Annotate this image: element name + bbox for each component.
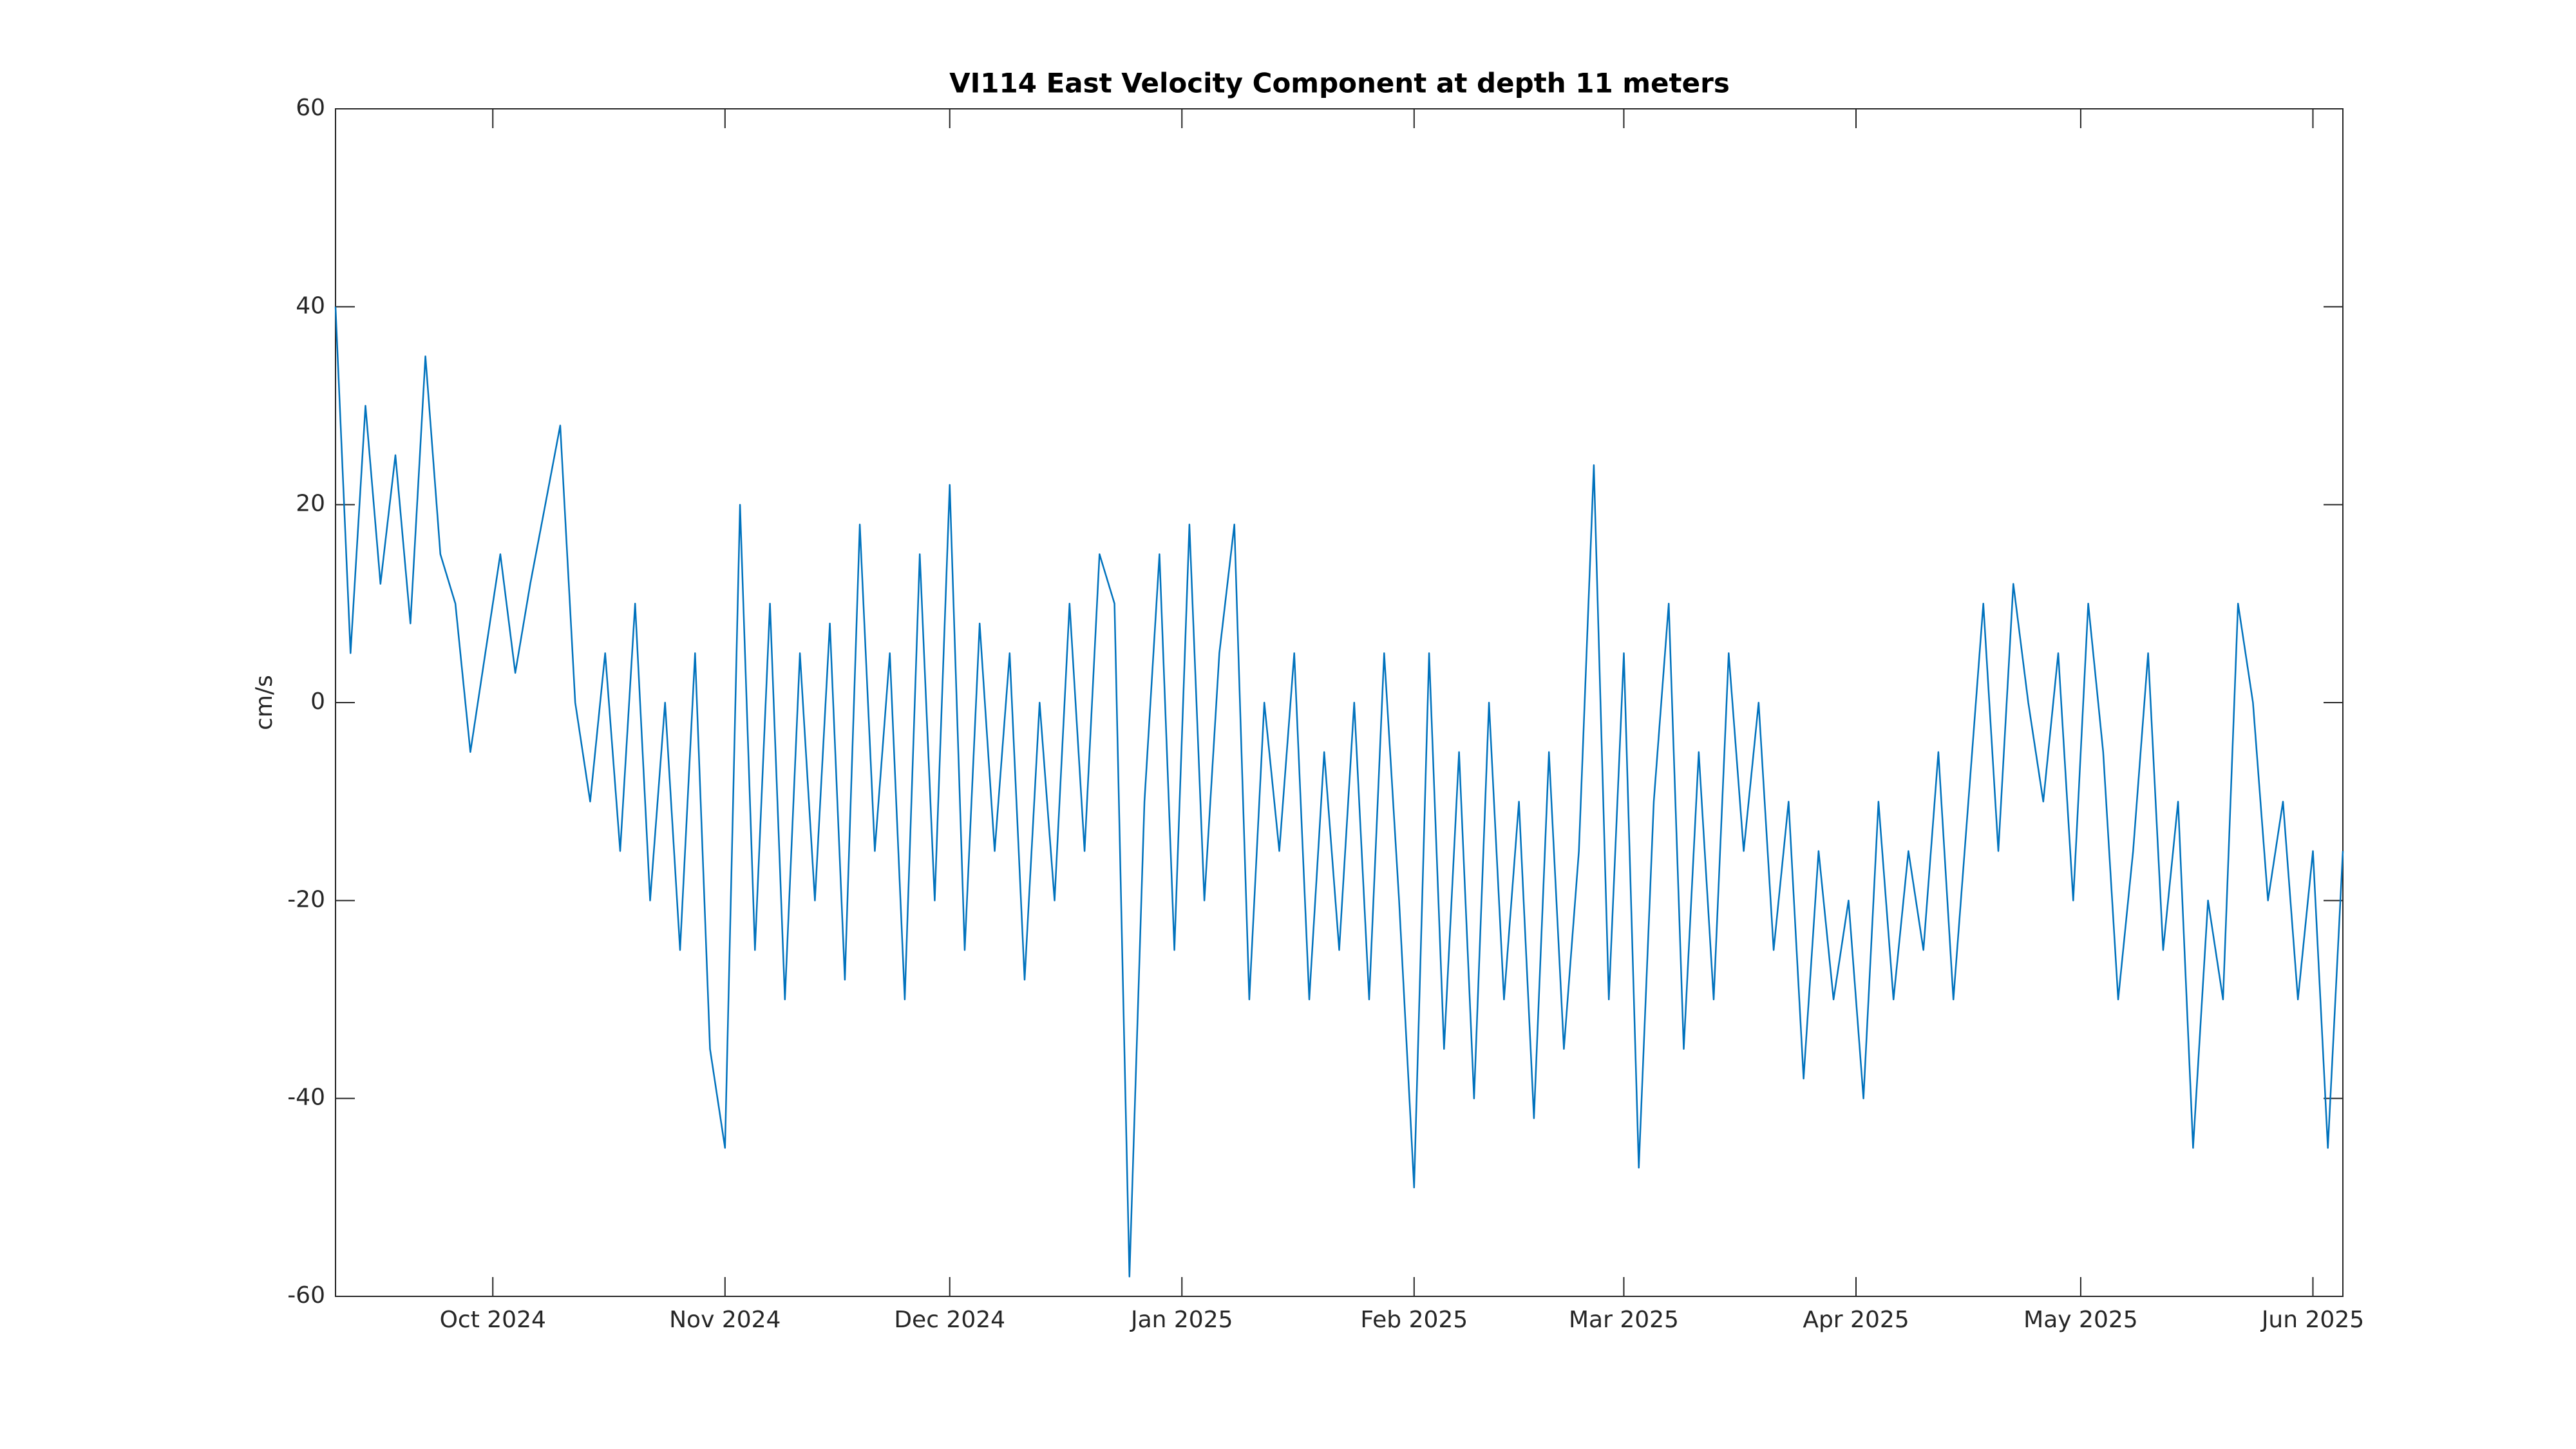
chart-title: VI114 East Velocity Component at depth 1… (949, 68, 1730, 99)
x-tick-label: Mar 2025 (1569, 1307, 1679, 1333)
x-tick-label: Jan 2025 (1130, 1307, 1233, 1333)
x-tick-label: May 2025 (2023, 1307, 2138, 1333)
x-tick-label: Jun 2025 (2260, 1307, 2364, 1333)
x-tick-label: Nov 2024 (669, 1307, 781, 1333)
axes-box (335, 108, 2344, 1297)
y-tick-label: 60 (296, 95, 325, 121)
x-tick-label: Oct 2024 (440, 1307, 546, 1333)
y-tick-label: -40 (287, 1084, 325, 1111)
y-tick-label: -60 (287, 1282, 325, 1309)
data-line (334, 307, 2344, 1278)
x-tick-label: Feb 2025 (1360, 1307, 1468, 1333)
y-axis-label: cm/s (251, 675, 278, 730)
y-tick-label: 0 (310, 688, 325, 715)
y-tick-label: 20 (296, 491, 325, 517)
x-tick-label: Apr 2025 (1803, 1307, 1909, 1333)
y-tick-label: 40 (296, 292, 325, 319)
x-tick-label: Dec 2024 (894, 1307, 1005, 1333)
y-tick-label: -20 (287, 886, 325, 913)
